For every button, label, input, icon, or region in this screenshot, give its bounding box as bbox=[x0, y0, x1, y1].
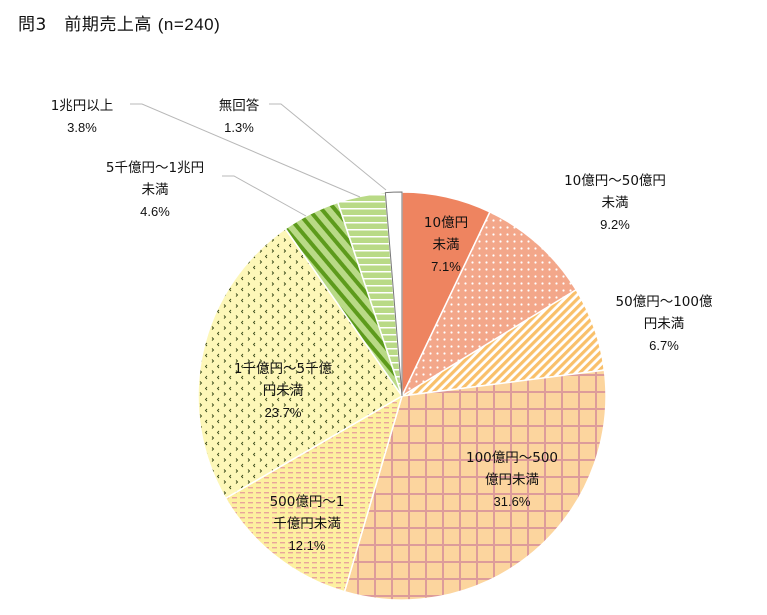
data-label-under-1b: 10億円未満 7.1% bbox=[424, 212, 468, 278]
label-percent: 7.1% bbox=[431, 259, 461, 274]
leader-line-500b-1t bbox=[222, 175, 307, 217]
label-category-text: 5千億円～1兆円 bbox=[105, 160, 205, 176]
pie-slice-1b-5b bbox=[400, 210, 578, 398]
data-label-over-1t: 1兆円以上 3.8% bbox=[51, 95, 114, 139]
label-category-text: 未満 bbox=[432, 237, 460, 253]
label-percent: 1.3% bbox=[224, 120, 254, 135]
data-label-50b-100b: 500億円～1 千億円未満 12.1% bbox=[270, 491, 345, 557]
label-category-text: 10億円～50億円 bbox=[564, 173, 666, 189]
label-category-text: 50億円～100億 bbox=[615, 294, 713, 310]
label-category-text: 1千億円～5千億 bbox=[233, 361, 333, 377]
pie-slice-50b-100b bbox=[224, 394, 404, 593]
label-category-text: 億円未満 bbox=[484, 472, 539, 488]
label-category-text: 100億円～500 bbox=[465, 450, 559, 466]
label-category-text: 無回答 bbox=[218, 98, 260, 114]
label-category-text: 1兆円以上 bbox=[50, 98, 114, 114]
label-percent: 12.1% bbox=[288, 538, 326, 553]
label-percent: 6.7% bbox=[649, 338, 679, 353]
leader-line-no-answer bbox=[269, 103, 387, 191]
label-category-text: 円未満 bbox=[643, 316, 685, 332]
data-label-1b-5b: 10億円～50億円 未満 9.2% bbox=[564, 170, 666, 236]
pie-slice-10b-50b bbox=[343, 369, 607, 601]
label-percent: 3.8% bbox=[67, 120, 97, 135]
chart-title: 問3 前期売上高 (n=240) bbox=[18, 10, 220, 35]
title-text: 問3 前期売上高 bbox=[18, 15, 152, 35]
data-label-no-answer: 無回答 1.3% bbox=[219, 95, 260, 139]
pie-slice-100b-500b bbox=[197, 227, 404, 500]
data-label-100b-500b: 1千億円～5千億 円未満 23.7% bbox=[234, 358, 332, 424]
data-label-500b-1t: 5千億円～1兆円 未満 4.6% bbox=[106, 157, 204, 223]
data-label-10b-50b: 100億円～500 億円未満 31.6% bbox=[466, 447, 558, 513]
label-percent: 31.6% bbox=[493, 494, 531, 509]
label-percent: 4.6% bbox=[140, 204, 170, 219]
label-percent: 9.2% bbox=[600, 217, 630, 232]
leader-line-over-1t bbox=[130, 103, 361, 198]
label-category-text: 10億円 bbox=[423, 215, 469, 231]
pie-slice-no-answer bbox=[384, 191, 403, 397]
label-category-text: 未満 bbox=[141, 182, 169, 198]
label-percent: 23.7% bbox=[264, 405, 302, 420]
sample-size: (n=240) bbox=[157, 15, 221, 34]
label-category-text: 千億円未満 bbox=[273, 516, 341, 532]
label-category-text: 500億円～1 bbox=[269, 494, 345, 510]
data-label-5b-10b: 50億円～100億 円未満 6.7% bbox=[616, 291, 713, 357]
label-category-text: 未満 bbox=[601, 195, 629, 211]
label-category-text: 円未満 bbox=[262, 383, 304, 399]
